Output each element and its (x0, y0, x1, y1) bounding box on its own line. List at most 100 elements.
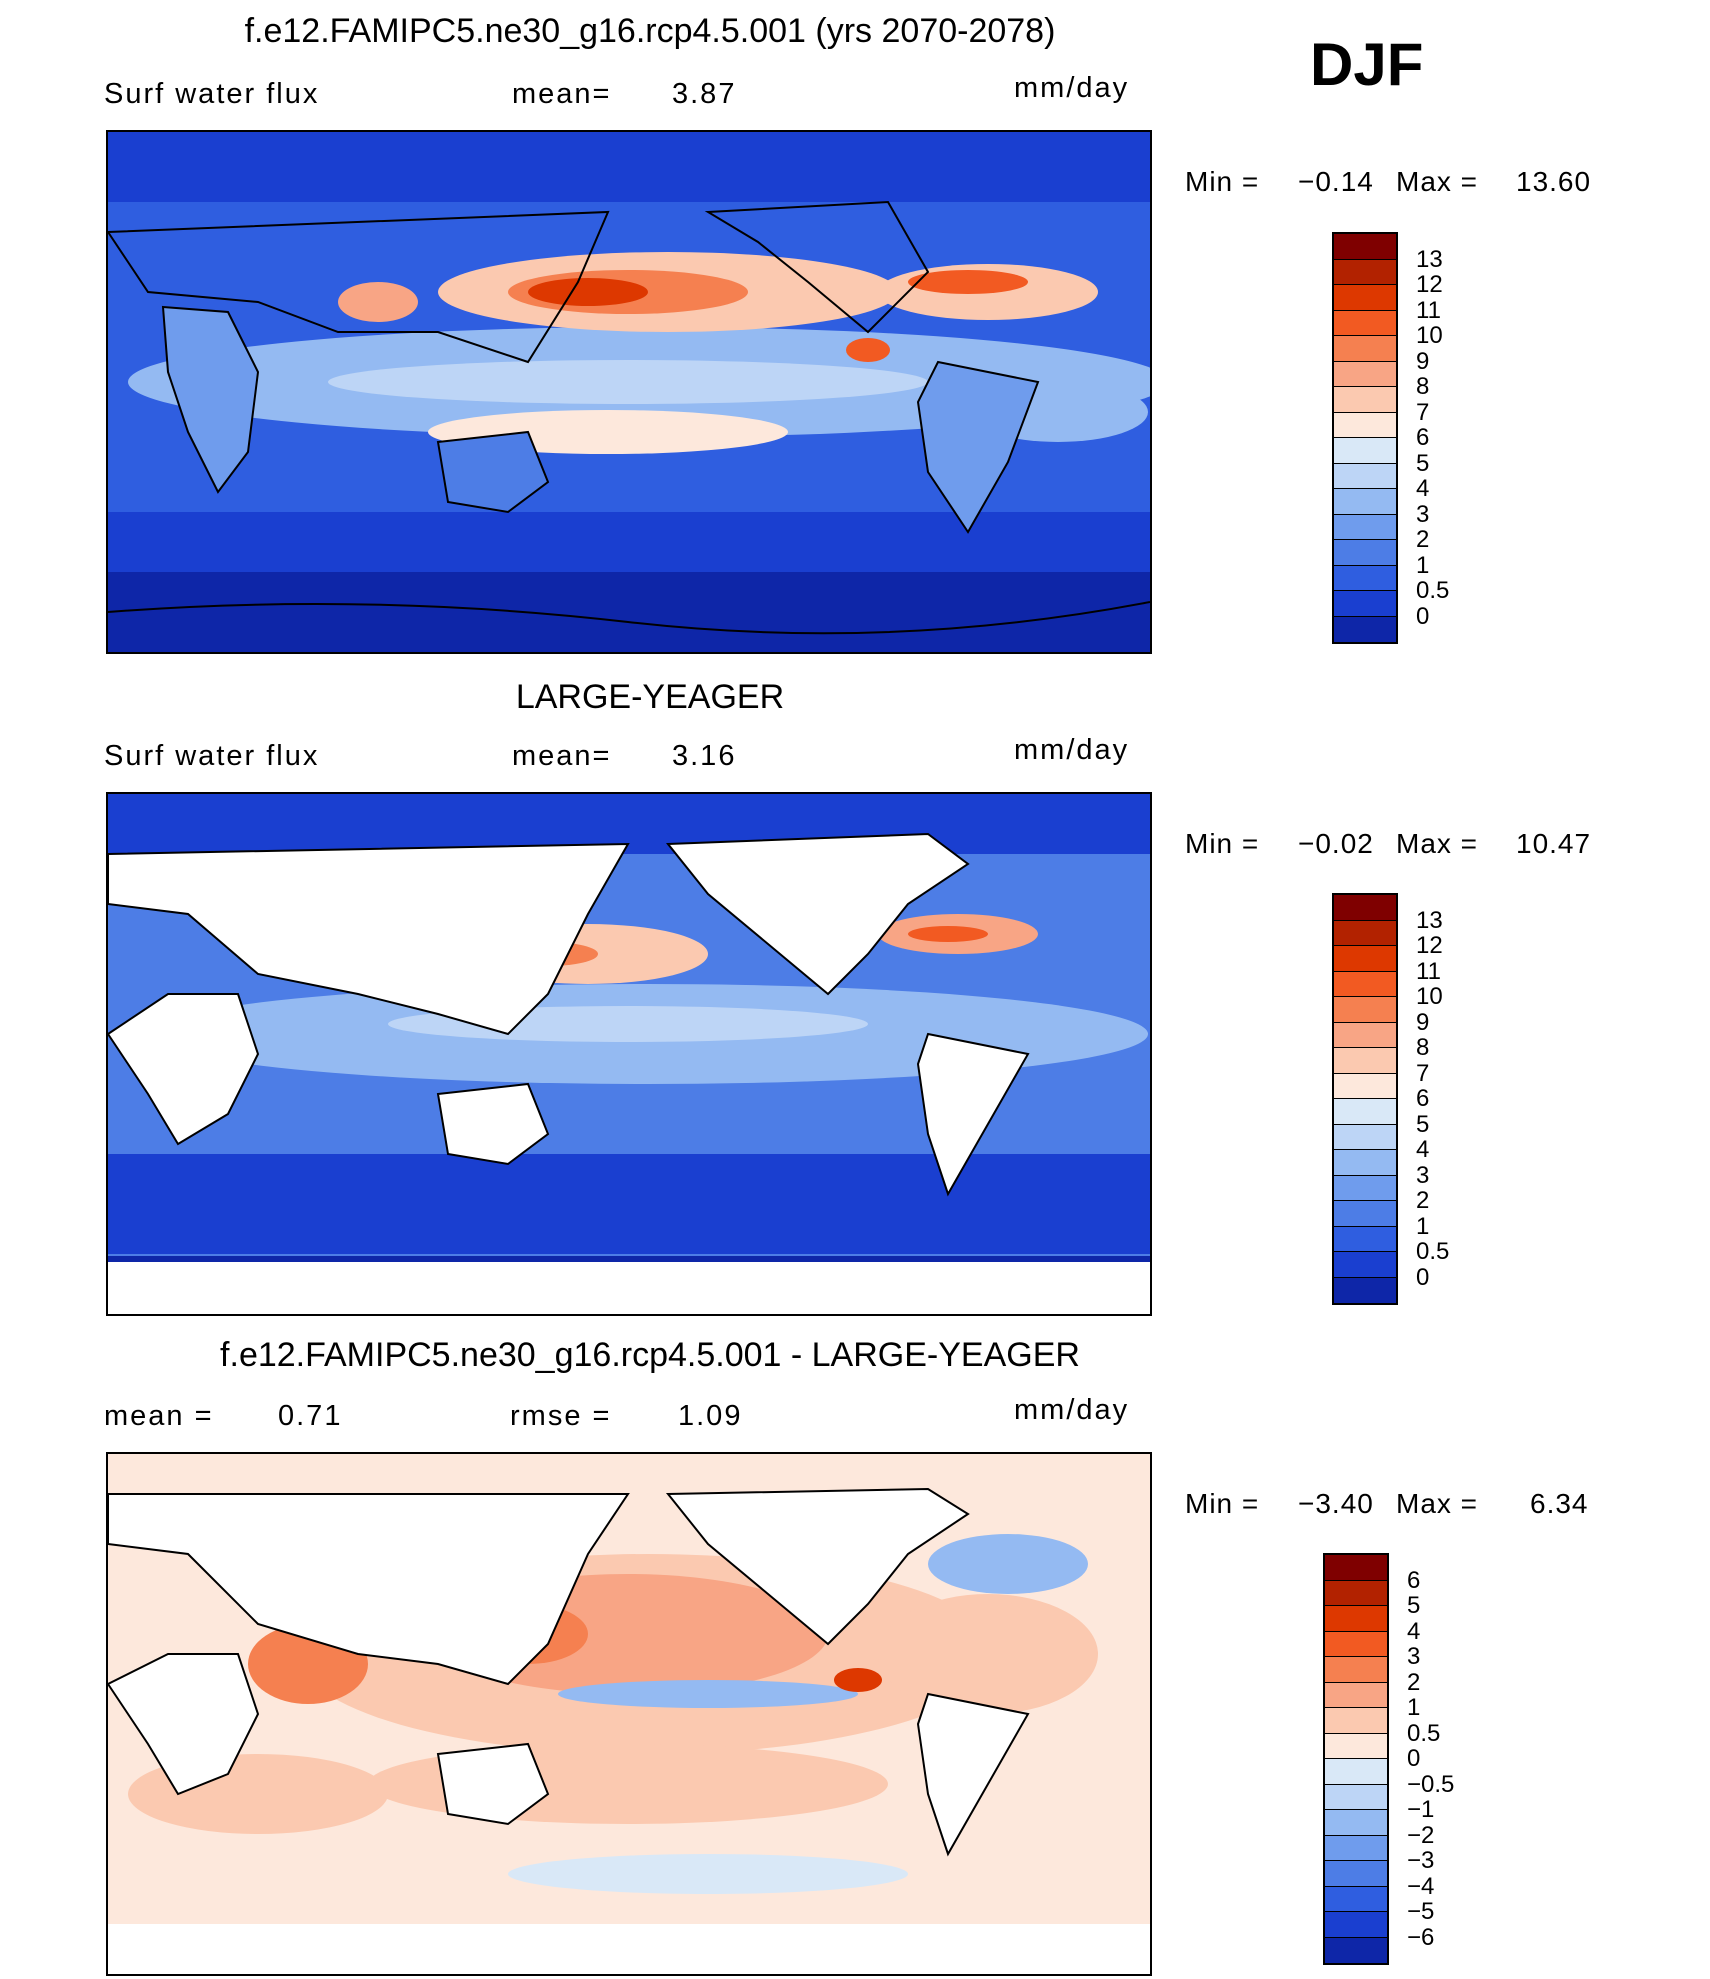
colorbar-swatch (1334, 463, 1396, 489)
colorbar-swatch (1334, 616, 1396, 642)
colorbar-swatch (1325, 1912, 1387, 1938)
colorbar-tick-label: 7 (1416, 398, 1430, 426)
panel-2-units: mm/day (1014, 734, 1130, 766)
colorbar-swatch (1334, 1099, 1396, 1125)
colorbar-tick-label: 5 (1416, 1110, 1430, 1138)
colorbar-swatch (1334, 285, 1396, 311)
panel-3-max-value: 6.34 (1530, 1488, 1589, 1519)
panel-1-title: f.e12.FAMIPC5.ne30_g16.rcp4.5.001 (yrs 2… (244, 12, 1056, 50)
panel-2-mean-value: 3.16 (672, 740, 737, 772)
colorbar-tick-label: 4 (1416, 1136, 1430, 1163)
colorbar-tick-label: 0.5 (1416, 577, 1450, 604)
colorbar-tick-label: 6 (1407, 1566, 1421, 1594)
colorbar-swatch (1325, 1682, 1387, 1708)
colorbar-swatch (1334, 971, 1396, 997)
colorbar-tick-label: 5 (1407, 1592, 1421, 1619)
colorbar-tick-label: 0.5 (1416, 1238, 1450, 1265)
colorbar-tick-label: 3 (1416, 500, 1430, 528)
colorbar-swatch (1334, 540, 1396, 566)
colorbar-swatch (1334, 438, 1396, 464)
colorbar-swatch (1334, 565, 1396, 591)
panel-1-mean-value: 3.87 (672, 78, 737, 110)
colorbar-swatch (1334, 1226, 1396, 1252)
panel-2-map-svg (108, 794, 1150, 1314)
colorbar-tick-label: 1 (1407, 1694, 1421, 1721)
colorbar-tick-label: 4 (1416, 475, 1430, 502)
colorbar-swatch (1325, 1810, 1387, 1836)
panel-2-title: LARGE-YEAGER (515, 678, 785, 716)
colorbar-swatch (1334, 946, 1396, 972)
colorbar-swatch (1325, 1835, 1387, 1861)
panel-2-max-label: Max = (1396, 828, 1479, 859)
colorbar-tick-label: 0 (1416, 1263, 1430, 1291)
colorbar-swatch (1334, 1048, 1396, 1074)
colorbar-swatch (1325, 1606, 1387, 1632)
colorbar-tick-label: 2 (1416, 1187, 1430, 1214)
colorbar-tick-label: 13 (1416, 245, 1443, 273)
colorbar-tick-label: −3 (1407, 1847, 1435, 1874)
panel-3-mean-value: 0.71 (278, 1400, 343, 1432)
colorbar-swatch (1334, 489, 1396, 515)
colorbar-swatch (1334, 514, 1396, 540)
colorbar-tick-label: 6 (1416, 1085, 1430, 1112)
colorbar-tick-label: 9 (1416, 347, 1430, 375)
panel-3-units: mm/day (1014, 1394, 1130, 1426)
colorbar-swatch (1325, 1631, 1387, 1657)
panel-2-min-label: Min = (1185, 828, 1260, 859)
colorbar-swatch (1334, 1277, 1396, 1303)
colorbar-swatch (1325, 1555, 1387, 1581)
colorbar-swatch (1325, 1580, 1387, 1606)
panel-3-rmse-label: rmse = (510, 1400, 612, 1432)
panel-1-units: mm/day (1014, 72, 1130, 104)
colorbar-tick-label: 7 (1416, 1059, 1430, 1087)
colorbar-swatch (1325, 1886, 1387, 1912)
colorbar-swatch (1334, 361, 1396, 387)
colorbar-swatch (1325, 1784, 1387, 1810)
colorbar-swatch (1334, 1175, 1396, 1201)
colorbar-tick-label: −0.5 (1407, 1770, 1455, 1798)
colorbar-tick-label: 8 (1416, 1034, 1430, 1061)
colorbar-tick-label: 2 (1407, 1668, 1421, 1696)
panel-2-variable-label: Surf water flux (104, 740, 320, 772)
colorbar-swatch (1334, 1252, 1396, 1278)
panel-3-min-label: Min = (1185, 1488, 1260, 1519)
colorbar-tick-label: 3 (1416, 1161, 1430, 1189)
panel-1-colorbar (1332, 232, 1398, 644)
colorbar-swatch (1334, 997, 1396, 1023)
colorbar-swatch (1334, 387, 1396, 413)
colorbar-swatch (1325, 1861, 1387, 1887)
colorbar-swatch (1334, 259, 1396, 285)
colorbar-tick-label: 4 (1407, 1617, 1421, 1645)
panel-3-min-value: −3.40 (1298, 1488, 1374, 1519)
season-label: DJF (1310, 31, 1424, 98)
panel-1-min-label: Min = (1185, 166, 1260, 197)
colorbar-tick-label: 0 (1416, 602, 1430, 630)
colorbar-swatch (1325, 1708, 1387, 1734)
colorbar-swatch (1334, 1022, 1396, 1048)
panel-3-map-svg (108, 1454, 1150, 1974)
panel-1-map-svg (108, 132, 1150, 652)
colorbar-swatch (1334, 591, 1396, 617)
colorbar-swatch (1334, 895, 1396, 921)
colorbar-swatch (1334, 310, 1396, 336)
panel-2-max-value: 10.47 (1516, 828, 1592, 859)
colorbar-tick-label: 0 (1407, 1745, 1421, 1772)
colorbar-tick-label: −6 (1407, 1923, 1435, 1951)
colorbar-tick-label: 0.5 (1407, 1719, 1441, 1747)
colorbar-swatch (1334, 1150, 1396, 1176)
colorbar-swatch (1325, 1937, 1387, 1963)
colorbar-tick-label: −5 (1407, 1898, 1435, 1925)
colorbar-swatch (1334, 1073, 1396, 1099)
colorbar-tick-label: 8 (1416, 373, 1430, 400)
panel-3-mean-label: mean = (104, 1400, 214, 1432)
colorbar-tick-label: 11 (1416, 957, 1441, 985)
colorbar-tick-label: −4 (1407, 1872, 1435, 1900)
colorbar-tick-label: 5 (1416, 449, 1430, 477)
colorbar-tick-label: 6 (1416, 424, 1430, 451)
panel-1-max-label: Max = (1396, 166, 1479, 197)
colorbar-tick-label: 1 (1416, 1212, 1430, 1240)
colorbar-tick-label: 9 (1416, 1008, 1430, 1036)
colorbar-swatch (1334, 920, 1396, 946)
colorbar-tick-label: 1 (1416, 551, 1430, 579)
colorbar-tick-label: 13 (1416, 906, 1443, 934)
